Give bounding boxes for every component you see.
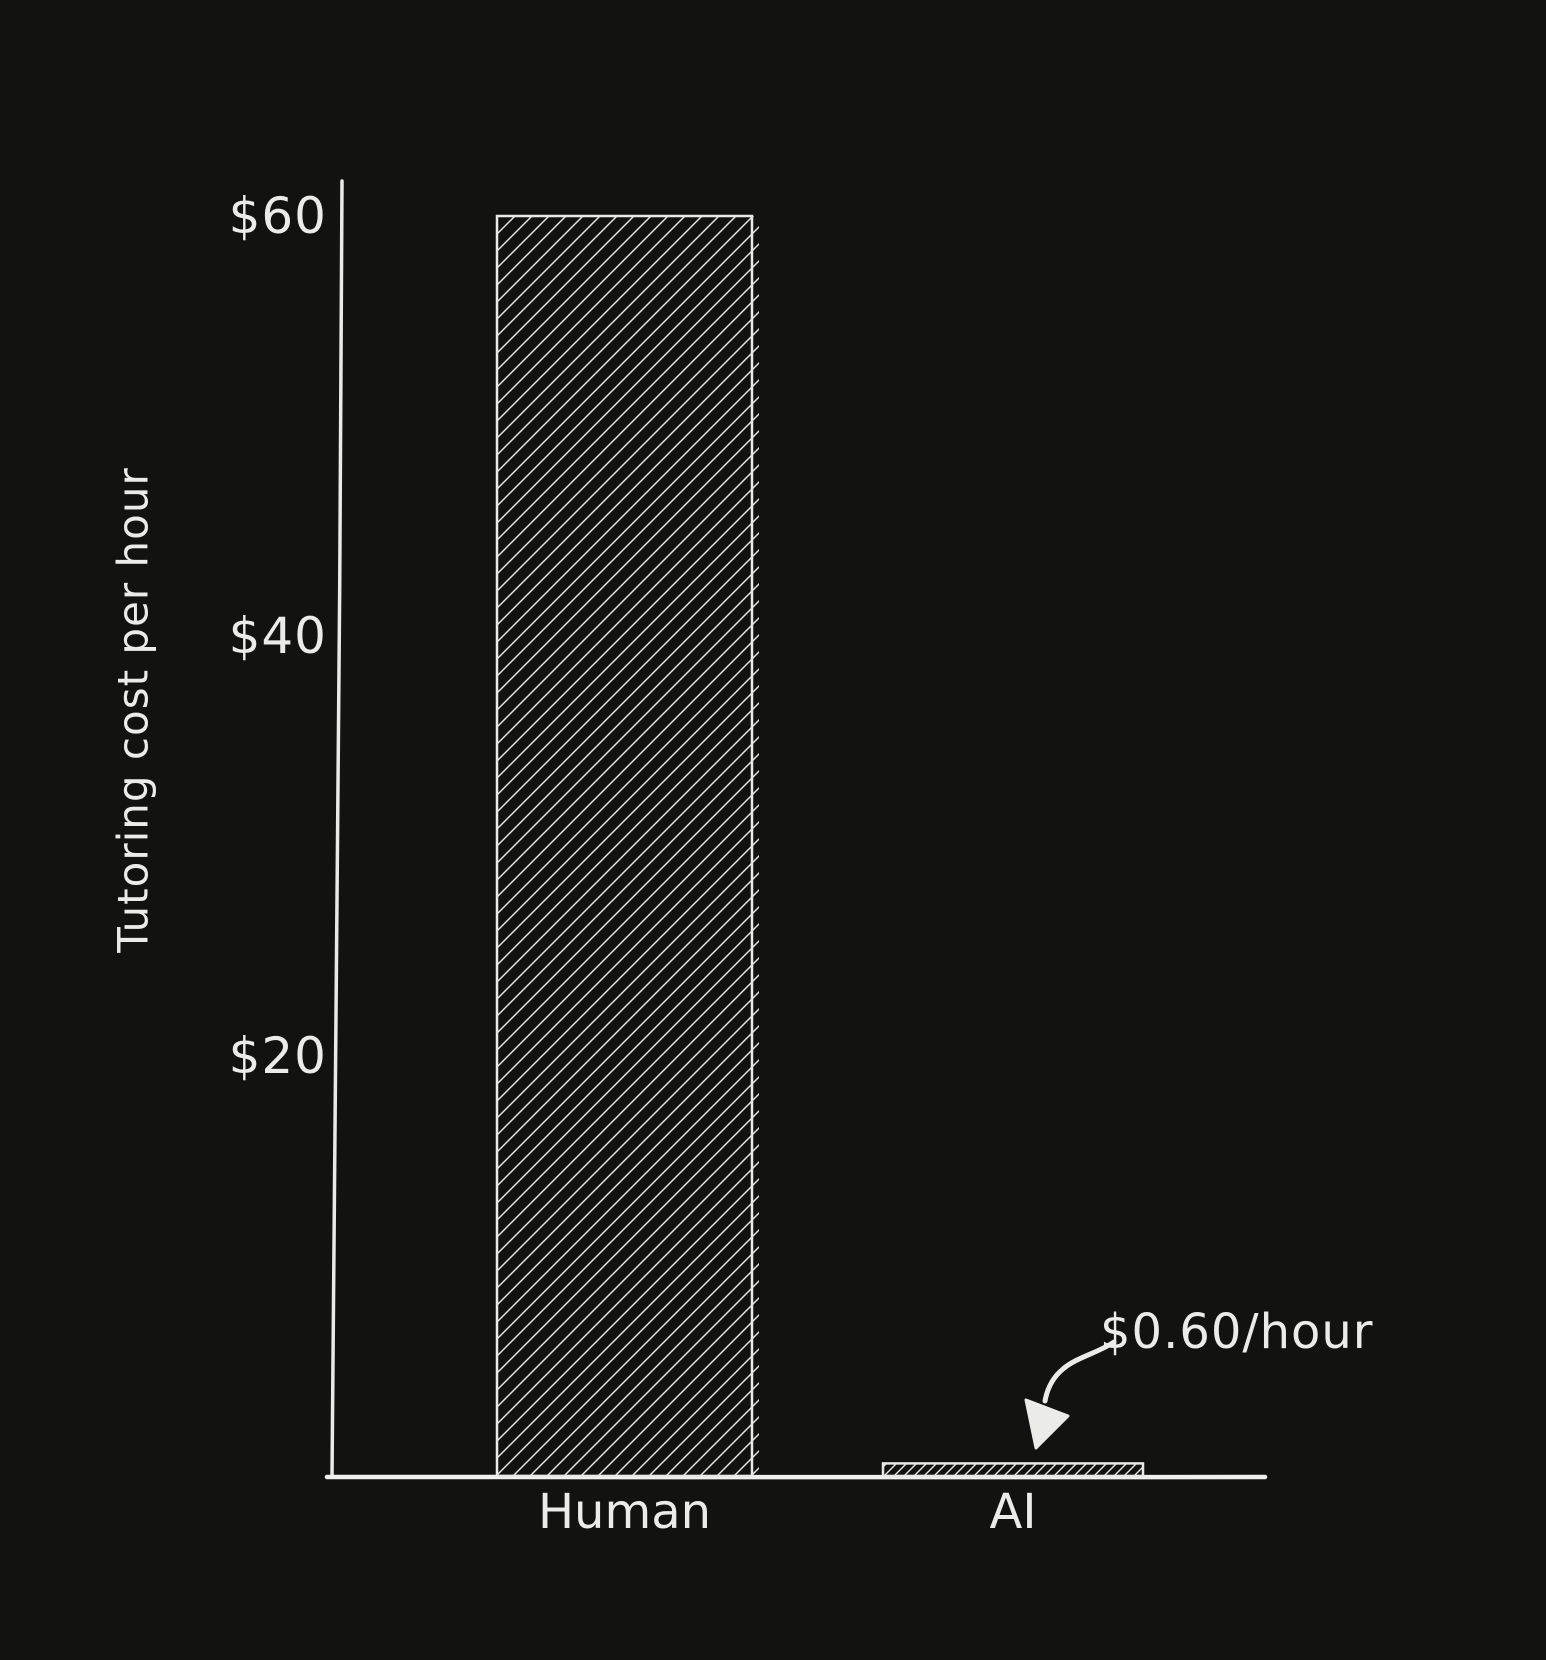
bar-human-hatch-fill [497,216,759,1476]
bar-human-outline [495,214,754,1478]
y-tick-label-40: $40 [228,607,327,665]
bar-human [495,214,759,1478]
bar-ai [881,1462,1145,1478]
bar-ai-outline [881,1462,1145,1478]
y-tick-label-60: $60 [228,187,327,245]
bar-ai-hatch-fill [883,1463,1143,1476]
annotation-arrow-shaft [1042,1339,1117,1404]
x-category-label-human: Human [537,1484,712,1540]
annotation-arrowhead-icon [1024,1398,1070,1450]
x-axis-line [324,1473,1268,1480]
y-axis-title: Tutoring cost per hour [108,467,158,953]
x-category-label-ai: AI [989,1484,1037,1540]
y-tick-label-20: $20 [228,1027,327,1085]
annotation-text: $0.60/hour [1100,1304,1374,1360]
y-axis-line [330,179,344,1478]
